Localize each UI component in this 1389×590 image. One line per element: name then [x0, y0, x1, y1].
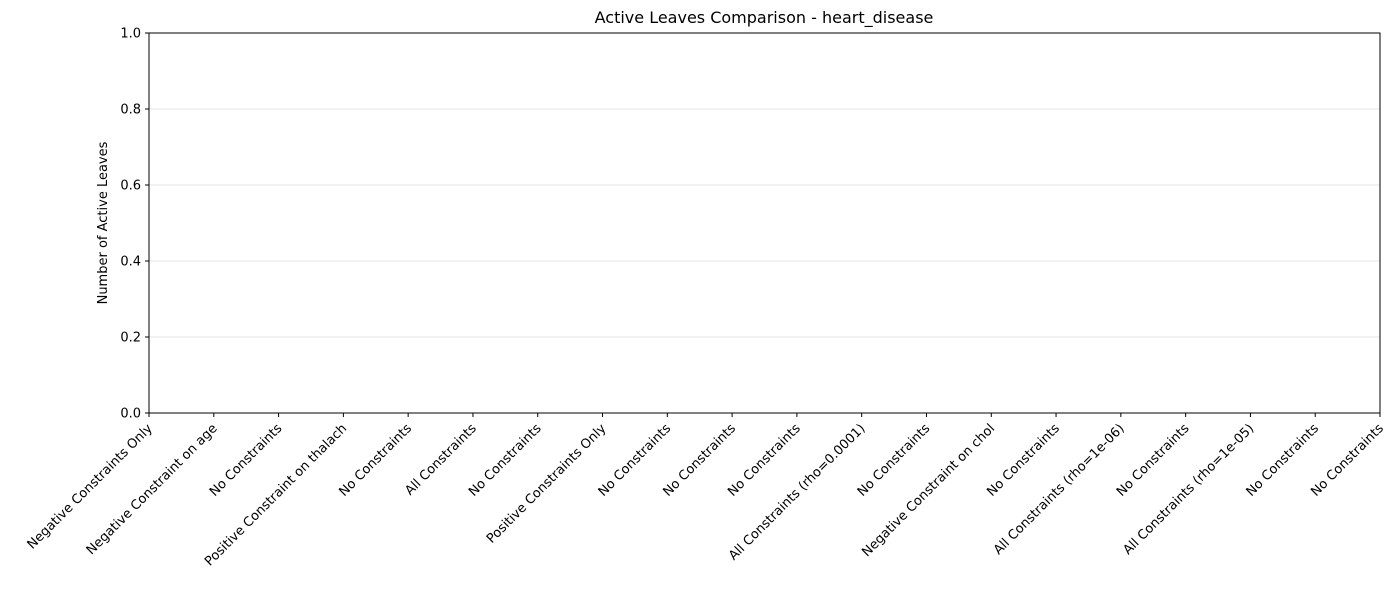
x-tick-label: All Constraints (rho=1e-05) [1120, 421, 1257, 558]
y-axis-label: Number of Active Leaves [96, 141, 111, 304]
x-tick-label: Negative Constraint on age [84, 421, 221, 558]
y-tick-label: 0.4 [120, 255, 141, 270]
x-tick-label: All Constraints (rho=0.0001) [726, 421, 868, 563]
y-tick-label: 0.2 [120, 331, 141, 346]
chart-title: Active Leaves Comparison - heart_disease [595, 8, 934, 28]
y-tick-label: 1.0 [120, 27, 141, 42]
y-tick-label: 0.0 [120, 407, 141, 422]
plot-area-frame [148, 32, 1381, 414]
x-tick-label: Negative Constraints Only [25, 421, 156, 552]
x-tick-label: Positive Constraint on thalach [202, 421, 350, 569]
grid-lines [149, 108, 1380, 338]
y-tick-label: 0.8 [120, 103, 141, 118]
y-axis: 0.0 0.2 0.4 0.6 0.8 1.0 [120, 27, 149, 422]
x-tick-label: All Constraints (rho=1e-06) [991, 421, 1128, 558]
y-tick-label: 0.6 [120, 179, 141, 194]
x-tick-label: Negative Constraint on chol [859, 421, 998, 560]
x-tick-label: Positive Constraints Only [484, 421, 610, 547]
